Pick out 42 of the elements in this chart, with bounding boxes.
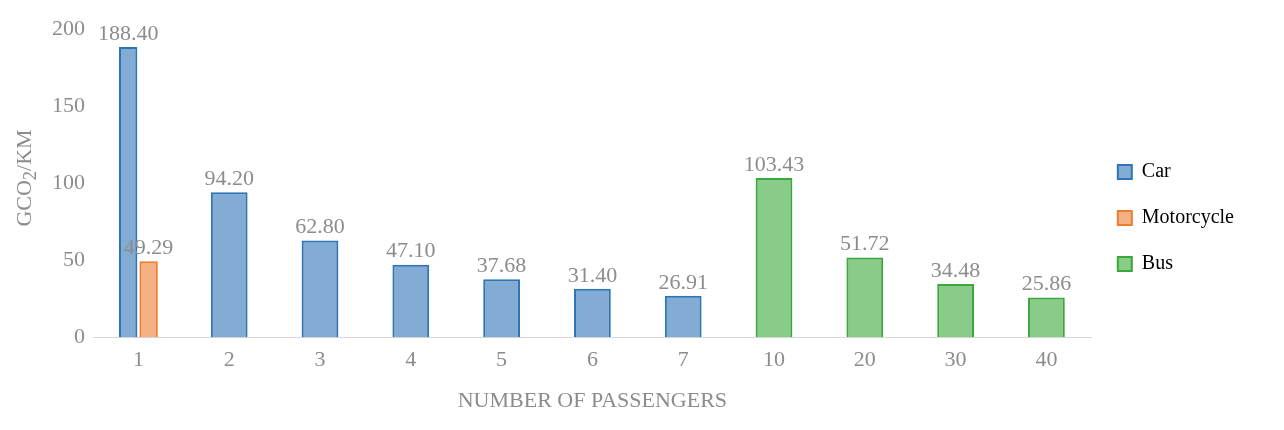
bar [937, 284, 974, 338]
data-label: 25.86 [1021, 270, 1072, 296]
bar [574, 288, 611, 338]
legend-label: Motorcycle [1141, 205, 1235, 229]
bar [392, 264, 430, 338]
x-tick-label: 1 [132, 346, 144, 372]
bar [755, 177, 793, 338]
legend-label: Bus [1141, 251, 1174, 274]
y-tick-label: 0 [74, 322, 85, 348]
data-label: 47.10 [386, 237, 436, 263]
x-tick-label: 7 [677, 346, 689, 372]
data-label: 37.68 [476, 251, 527, 277]
bar [846, 257, 884, 338]
data-label: 31.40 [567, 261, 618, 287]
x-tick-label: 10 [763, 346, 786, 372]
data-label: 26.91 [658, 268, 708, 294]
data-label: 188.40 [97, 19, 159, 45]
bar [664, 295, 702, 338]
bar [1028, 297, 1065, 338]
data-label: 34.48 [930, 256, 981, 282]
data-label: 94.20 [204, 164, 254, 190]
data-label: 62.80 [295, 213, 345, 239]
data-label: 51.72 [840, 230, 890, 256]
data-label: 103.43 [743, 150, 805, 176]
y-tick-label: 200 [52, 14, 85, 40]
x-tick-label: 2 [223, 346, 235, 372]
x-tick-label: 4 [405, 346, 417, 372]
x-tick-label: 30 [944, 346, 967, 372]
y-tick-label: 100 [52, 168, 85, 194]
bar [301, 240, 339, 338]
x-axis-title: NUMBER OF PASSENGERS [457, 386, 728, 412]
legend-label: Car [1141, 159, 1172, 182]
bar [139, 261, 158, 338]
x-tick-label: 6 [586, 346, 598, 372]
x-tick-label: 20 [853, 346, 876, 372]
bar [210, 192, 248, 338]
bar [483, 279, 520, 338]
y-tick-label: 50 [63, 245, 85, 271]
x-tick-label: 40 [1035, 346, 1058, 372]
x-tick-label: 5 [496, 346, 508, 372]
y-tick-label: 150 [52, 91, 85, 117]
x-tick-label: 3 [314, 346, 326, 372]
